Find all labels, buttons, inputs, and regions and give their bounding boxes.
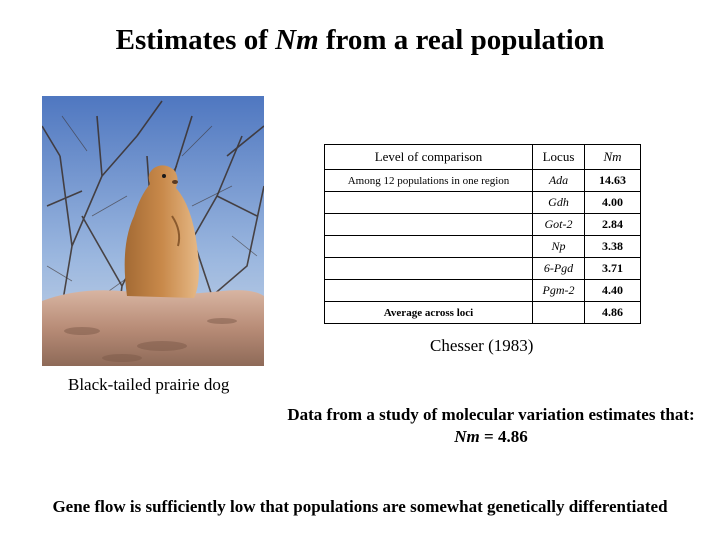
title-suffix: from a real population [318, 24, 605, 56]
empty-cell [324, 279, 533, 302]
slide-title: Estimates of Nm from a real population [0, 24, 720, 57]
nm-cell: 4.40 [584, 279, 641, 302]
nm-cell: 3.71 [584, 257, 641, 280]
empty-cell [324, 257, 533, 280]
study-line: Data from a study of molecular variation… [287, 405, 695, 424]
nm-cell: 2.84 [584, 213, 641, 236]
nm-cell: 4.00 [584, 191, 641, 214]
title-prefix: Estimates of [115, 24, 276, 56]
empty-cell [324, 235, 533, 258]
header-level: Level of comparison [324, 144, 533, 170]
study-nm-line: Nm = 4.86 [275, 426, 707, 448]
locus-cell: Pgm-2 [532, 279, 585, 302]
group-label: Among 12 populations in one region [324, 169, 533, 192]
study-summary: Data from a study of molecular variation… [275, 404, 707, 448]
table-row: Gdh 4.00 [324, 191, 641, 214]
citation: Chesser (1983) [430, 336, 534, 355]
locus-cell: Np [532, 235, 585, 258]
prairie-dog-photo [42, 96, 264, 366]
title-italic-nm: Nm [275, 24, 319, 56]
empty-cell [324, 213, 533, 236]
average-label: Average across loci [324, 301, 533, 324]
locus-cell: Got-2 [532, 213, 585, 236]
empty-cell [532, 301, 585, 324]
table-average-row: Average across loci 4.86 [324, 301, 641, 324]
study-nm-value: = 4.86 [479, 427, 528, 446]
locus-cell: 6-Pgd [532, 257, 585, 280]
header-nm: Nm [584, 144, 641, 170]
nm-table: Level of comparison Locus Nm Among 12 po… [324, 144, 641, 324]
empty-cell [324, 191, 533, 214]
locus-cell: Ada [532, 169, 585, 192]
table-row: Among 12 populations in one region Ada 1… [324, 169, 641, 192]
table-header-row: Level of comparison Locus Nm [324, 144, 641, 170]
nm-cell: 3.38 [584, 235, 641, 258]
study-nm-label: Nm [454, 427, 480, 446]
table-row: Got-2 2.84 [324, 213, 641, 236]
conclusion-text: Gene flow is sufficiently low that popul… [52, 497, 668, 516]
photo-caption: Black-tailed prairie dog [68, 375, 230, 394]
average-value: 4.86 [584, 301, 641, 324]
table-row: 6-Pgd 3.71 [324, 257, 641, 280]
prairie-dog-image [42, 96, 264, 366]
nm-cell: 14.63 [584, 169, 641, 192]
table-row: Np 3.38 [324, 235, 641, 258]
locus-cell: Gdh [532, 191, 585, 214]
header-locus: Locus [532, 144, 585, 170]
table-row: Pgm-2 4.40 [324, 279, 641, 302]
